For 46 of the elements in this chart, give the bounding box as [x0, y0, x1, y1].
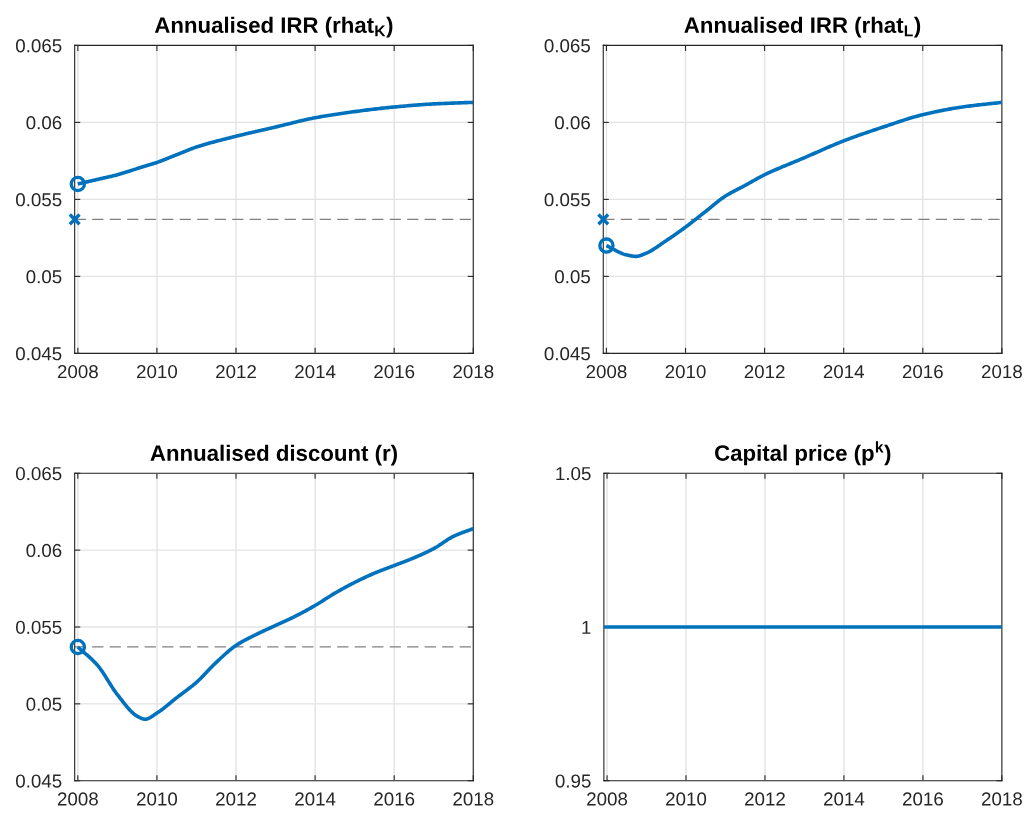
y-tick-label: 0.055: [544, 193, 590, 207]
x-tick-label: 2014: [824, 792, 865, 806]
y-tick-label: 0.045: [15, 774, 62, 788]
x-tick-label: 2018: [981, 792, 1022, 806]
x-tick-label: 2010: [137, 364, 178, 379]
y-tick-label: 0.05: [26, 697, 62, 711]
x-tick-label: 2012: [745, 792, 785, 806]
y-tick-label: 0.055: [15, 193, 62, 207]
x-tick-label: 2016: [374, 792, 415, 806]
y-tick-label: 0.06: [26, 543, 62, 558]
x-tick-label: 2016: [374, 364, 415, 379]
x-tick-label: 2014: [823, 364, 865, 379]
y-tick-label: 0.045: [15, 347, 62, 361]
x-tick-label: 2012: [216, 364, 256, 379]
x-tick-label: 2014: [295, 792, 336, 806]
y-tick-label: 1.05: [556, 467, 591, 481]
x-tick-label: 2018: [453, 792, 494, 806]
x-tick-label: 2008: [586, 364, 627, 379]
y-tick-label: 0.05: [26, 270, 62, 284]
x-tick-label: 2016: [902, 364, 943, 379]
x-tick-label: 2018: [453, 364, 494, 379]
chart-title: Annualised discount (r): [150, 444, 397, 466]
chart-title: Annualised IRR (rhat$_{K}$): [154, 16, 393, 38]
x-tick-label: 2012: [744, 364, 785, 379]
chart-title: Capital price (p$^{k}$): [715, 441, 891, 466]
x-tick-label: 2008: [587, 792, 628, 806]
x-tick-label: 2018: [981, 364, 1022, 379]
x-tick-label: 2012: [216, 792, 256, 806]
y-tick-label: 0.06: [26, 116, 62, 130]
x-tick-label: 2016: [903, 792, 943, 806]
x-tick-label: 2010: [666, 792, 707, 806]
x-tick-label: 2014: [295, 364, 336, 379]
y-tick-label: 1: [582, 620, 591, 634]
y-tick-label: 0.045: [544, 347, 590, 361]
y-tick-label: 0.065: [544, 39, 590, 53]
x-tick-label: 2010: [665, 364, 706, 379]
y-tick-label: 0.95: [555, 774, 591, 788]
x-tick-label: 2010: [137, 792, 178, 806]
y-tick-label: 0.055: [15, 620, 62, 634]
x-tick-label: 2008: [57, 364, 98, 379]
y-tick-label: 0.06: [555, 116, 590, 130]
y-tick-label: 0.065: [15, 467, 62, 481]
chart-title: Annualised IRR (rhat$_{L}$): [684, 16, 921, 38]
y-tick-label: 0.05: [555, 270, 590, 284]
y-tick-label: 0.065: [15, 39, 62, 53]
x-tick-label: 2008: [57, 792, 98, 806]
